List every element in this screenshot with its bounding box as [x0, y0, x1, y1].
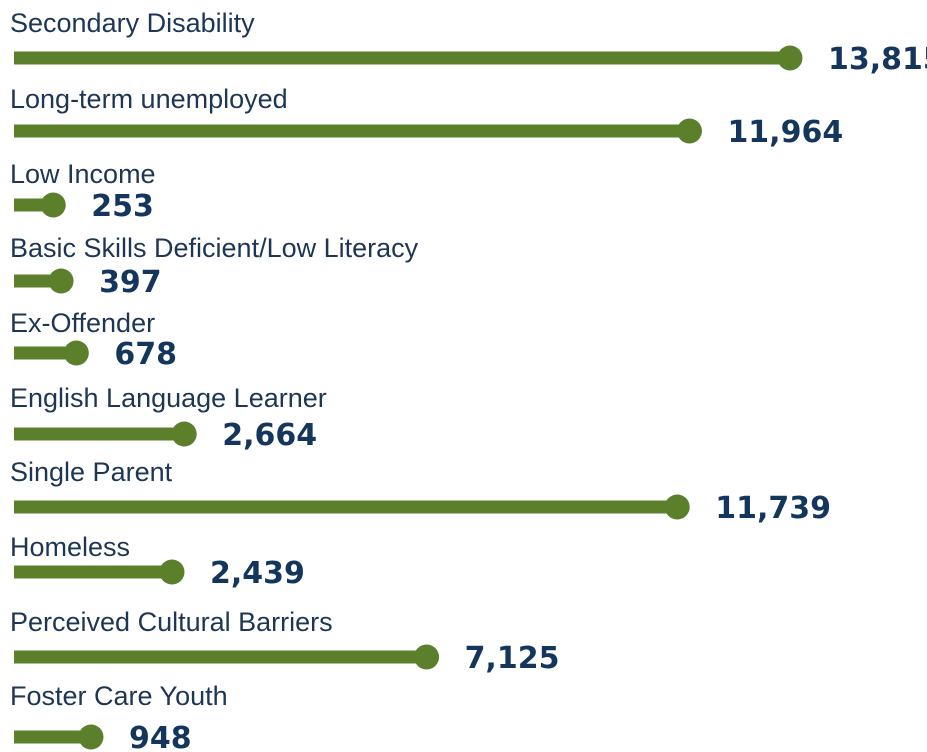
category-label: English Language Learner	[10, 383, 327, 413]
bar	[14, 124, 690, 138]
category-label: Basic Skills Deficient/Low Literacy	[10, 233, 419, 263]
bar-dot	[676, 118, 702, 144]
bar	[14, 730, 92, 744]
bar-dot	[414, 644, 440, 670]
value-label: 7,125	[465, 641, 560, 676]
bar-dot	[171, 421, 197, 447]
category-label: Foster Care Youth	[10, 681, 228, 711]
bar	[14, 500, 678, 514]
category-label: Long-term unemployed	[10, 84, 288, 114]
category-label: Secondary Disability	[10, 8, 255, 38]
bar-dot	[48, 268, 74, 294]
bar-dot	[159, 559, 185, 585]
bar-dot	[777, 45, 803, 71]
value-label: 397	[99, 265, 162, 300]
value-label: 11,739	[715, 491, 831, 526]
bar	[14, 346, 77, 360]
bar	[14, 650, 427, 664]
bar-dot	[40, 192, 66, 218]
category-label: Homeless	[10, 532, 130, 562]
bar-dot	[78, 724, 104, 750]
category-label: Perceived Cultural Barriers	[10, 607, 333, 637]
bar-dot	[63, 340, 89, 366]
bar	[14, 427, 185, 441]
value-label: 11,964	[727, 115, 843, 150]
category-label: Single Parent	[10, 457, 173, 487]
value-label: 13,815	[828, 42, 927, 77]
value-label: 948	[129, 721, 192, 752]
category-label: Ex-Offender	[10, 308, 155, 338]
bar	[14, 51, 790, 65]
category-label: Low Income	[10, 159, 156, 189]
value-label: 678	[114, 337, 177, 372]
value-label: 2,439	[210, 556, 305, 591]
bar-dot	[664, 494, 690, 520]
value-label: 253	[91, 189, 154, 224]
bar	[14, 565, 172, 579]
value-label: 2,664	[222, 418, 317, 453]
